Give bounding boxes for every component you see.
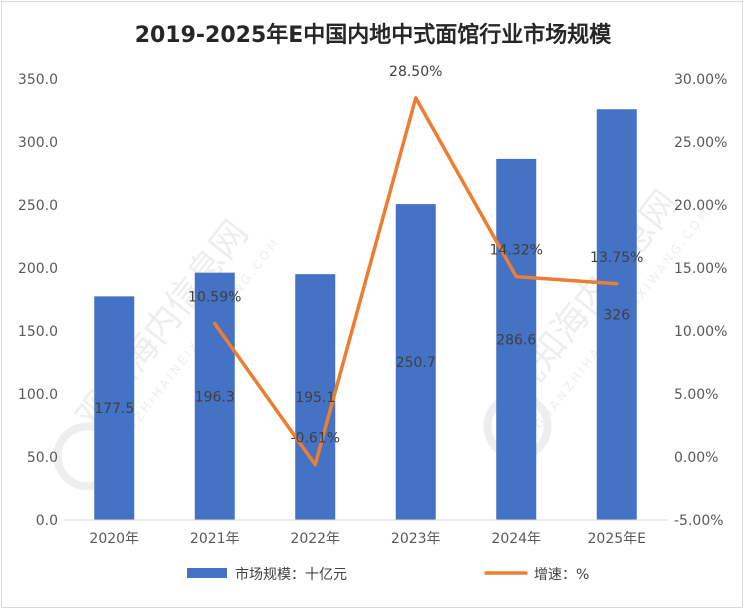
bar bbox=[596, 109, 637, 521]
bar-value-label: 196.3 bbox=[195, 389, 235, 405]
y-right-tick-label: 10.00% bbox=[674, 324, 727, 340]
bar-value-label: 195.1 bbox=[295, 390, 335, 406]
bar bbox=[295, 274, 336, 520]
line-data-labels: 10.59% -0.61% 28.50% 14.32% 13.75% bbox=[188, 64, 643, 447]
growth-value-label: -0.61% bbox=[290, 431, 340, 447]
growth-value-label: 13.75% bbox=[590, 250, 643, 266]
y-right-tick-label: 30.00% bbox=[674, 72, 727, 88]
x-tick-label: 2023年 bbox=[391, 531, 441, 547]
left-axis: 0.0 50.0 100.0 150.0 200.0 250.0 300.0 350.0 bbox=[18, 72, 58, 529]
bar-value-label: 286.6 bbox=[496, 332, 536, 348]
line-point bbox=[514, 275, 518, 279]
y-right-tick-label: 5.00% bbox=[674, 387, 718, 403]
line-point bbox=[213, 322, 217, 326]
y-right-tick-label: 25.00% bbox=[674, 135, 727, 151]
y-right-tick-label: -5.00% bbox=[674, 513, 724, 529]
legend-line-label: 增速：% bbox=[534, 567, 589, 583]
y-right-tick-label: 15.00% bbox=[674, 261, 727, 277]
bar-value-label: 250.7 bbox=[396, 355, 436, 371]
line-series bbox=[213, 96, 619, 467]
bar-value-label: 326 bbox=[603, 308, 630, 324]
bar-series bbox=[94, 109, 637, 521]
bar-data-labels: 177.5 196.3 195.1 250.7 286.6 326 bbox=[94, 308, 630, 418]
x-tick-label: 2021年 bbox=[190, 531, 240, 547]
y-left-tick-label: 200.0 bbox=[18, 261, 58, 277]
y-left-tick-label: 350.0 bbox=[18, 72, 58, 88]
legend-bar-swatch bbox=[187, 568, 227, 578]
bar bbox=[194, 272, 235, 520]
x-tick-label: 2020年 bbox=[89, 531, 139, 547]
line-point bbox=[615, 282, 619, 286]
y-left-tick-label: 150.0 bbox=[18, 324, 58, 340]
y-left-tick-label: 100.0 bbox=[18, 387, 58, 403]
x-axis: 2020年 2021年 2022年 2023年 2024年 2025年E bbox=[64, 519, 667, 547]
growth-value-label: 10.59% bbox=[188, 290, 241, 306]
y-left-tick-label: 300.0 bbox=[18, 135, 58, 151]
bar bbox=[94, 296, 135, 520]
y-left-tick-label: 250.0 bbox=[18, 198, 58, 214]
bar-value-label: 177.5 bbox=[94, 401, 134, 417]
right-axis: -5.00% 0.00% 5.00% 10.00% 15.00% 20.00% 25.00%… bbox=[674, 72, 727, 529]
growth-value-label: 14.32% bbox=[490, 243, 543, 259]
growth-value-label: 28.50% bbox=[389, 64, 442, 80]
y-right-tick-label: 20.00% bbox=[674, 198, 727, 214]
x-tick-label: 2022年 bbox=[290, 531, 340, 547]
line-point bbox=[313, 463, 317, 467]
x-tick-label: 2025年E bbox=[588, 531, 646, 547]
legend-bar-label: 市场规模：十亿元 bbox=[235, 566, 347, 583]
line-point bbox=[414, 96, 418, 100]
x-tick-label: 2024年 bbox=[491, 531, 541, 547]
y-left-tick-label: 50.0 bbox=[27, 450, 58, 466]
chart-title: 2019-2025年E中国内地中式面馆行业市场规模 bbox=[135, 22, 613, 48]
bar bbox=[395, 204, 436, 521]
bar bbox=[496, 158, 537, 520]
y-right-tick-label: 0.00% bbox=[674, 450, 718, 466]
y-left-tick-label: 0.0 bbox=[36, 513, 58, 529]
legend: 市场规模：十亿元 增速：% bbox=[187, 566, 589, 583]
